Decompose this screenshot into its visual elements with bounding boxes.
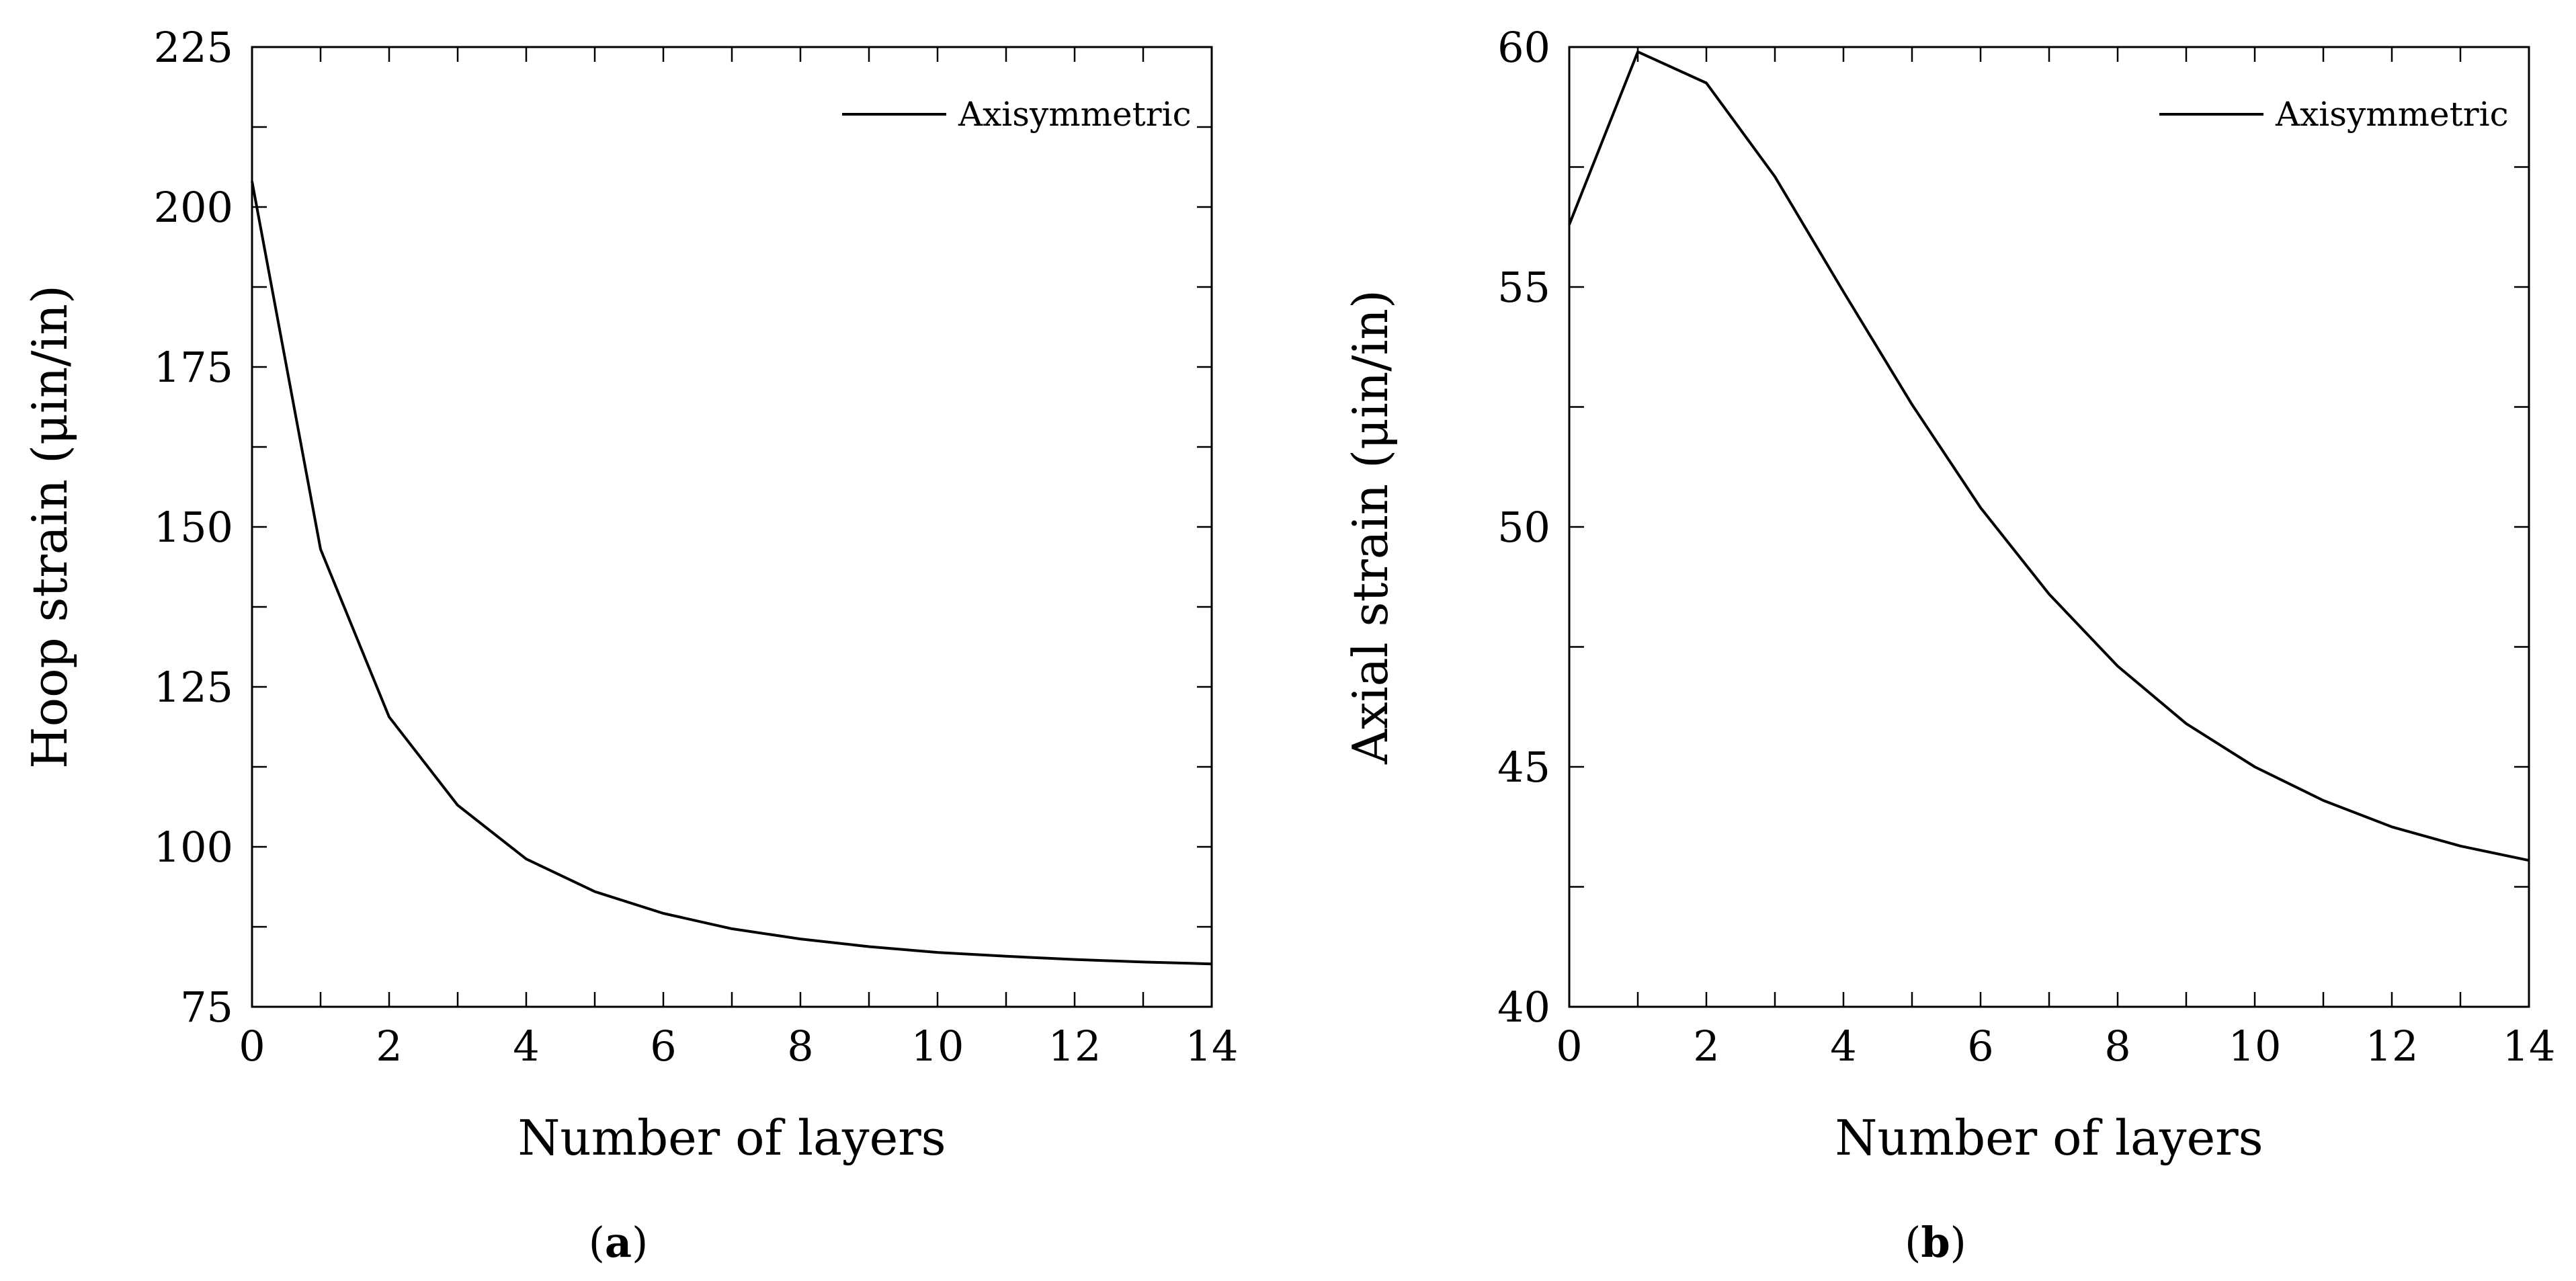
legend-label: Axisymmetric [958,95,1192,134]
x-tick-label: 0 [1556,1022,1582,1071]
y-tick-label: 225 [154,23,233,72]
y-tick-label: 75 [180,983,233,1032]
series-line-axisymmetric [251,181,1212,966]
y-tick-label: 40 [1497,983,1550,1032]
y-tick-label: 175 [154,343,233,392]
x-tick-label: 8 [2104,1022,2130,1071]
y-tick-label: 150 [154,503,233,552]
y-tick-label: 125 [154,663,233,712]
x-tick-label: 14 [2503,1022,2556,1071]
y-tick-label: 55 [1497,263,1550,312]
x-tick-label: 4 [513,1022,539,1071]
x-tick-label: 8 [787,1022,813,1071]
x-tick-label: 12 [2366,1022,2419,1071]
x-tick-label: 2 [1693,1022,1719,1071]
y-tick-label: 100 [154,823,233,872]
y-tick-label: 200 [154,183,233,232]
x-tick-label: 6 [650,1022,676,1071]
x-tick-label: 4 [1830,1022,1856,1071]
plot-frame [1568,46,2530,1008]
y-tick-label: 45 [1497,743,1550,792]
x-tick-label: 2 [376,1022,402,1071]
x-tick-label: 0 [239,1022,265,1071]
x-tick-label: 10 [911,1022,964,1071]
y-tick-label: 50 [1497,503,1550,552]
x-axis-label: Number of layers [1835,1110,2263,1166]
x-axis-label: Number of layers [517,1110,946,1166]
panel-caption: (b) [1905,1218,1966,1267]
series-line-axisymmetric [1568,50,2530,862]
y-tick-label: 60 [1497,23,1550,72]
chart-panel-b: 0 2 4 6 8 10 12 14 40 45 50 55 60 Number of layers Axi… [1342,23,2555,1267]
x-tick-label: 14 [1186,1022,1239,1071]
y-axis-label: Hoop strain (μin/in) [22,285,78,769]
plot-frame [251,46,1213,1008]
legend-label: Axisymmetric [2275,95,2509,134]
x-tick-label: 12 [1048,1022,1102,1071]
y-axis-label: Axial strain (μin/in) [1342,290,1399,765]
x-tick-label: 10 [2229,1022,2282,1071]
panel-caption: (a) [589,1218,649,1267]
x-tick-label: 6 [1967,1022,1993,1071]
chart-panel-a: 0 2 4 6 8 10 12 14 75 100 125 150 175 200 225 Number of… [22,23,1238,1267]
